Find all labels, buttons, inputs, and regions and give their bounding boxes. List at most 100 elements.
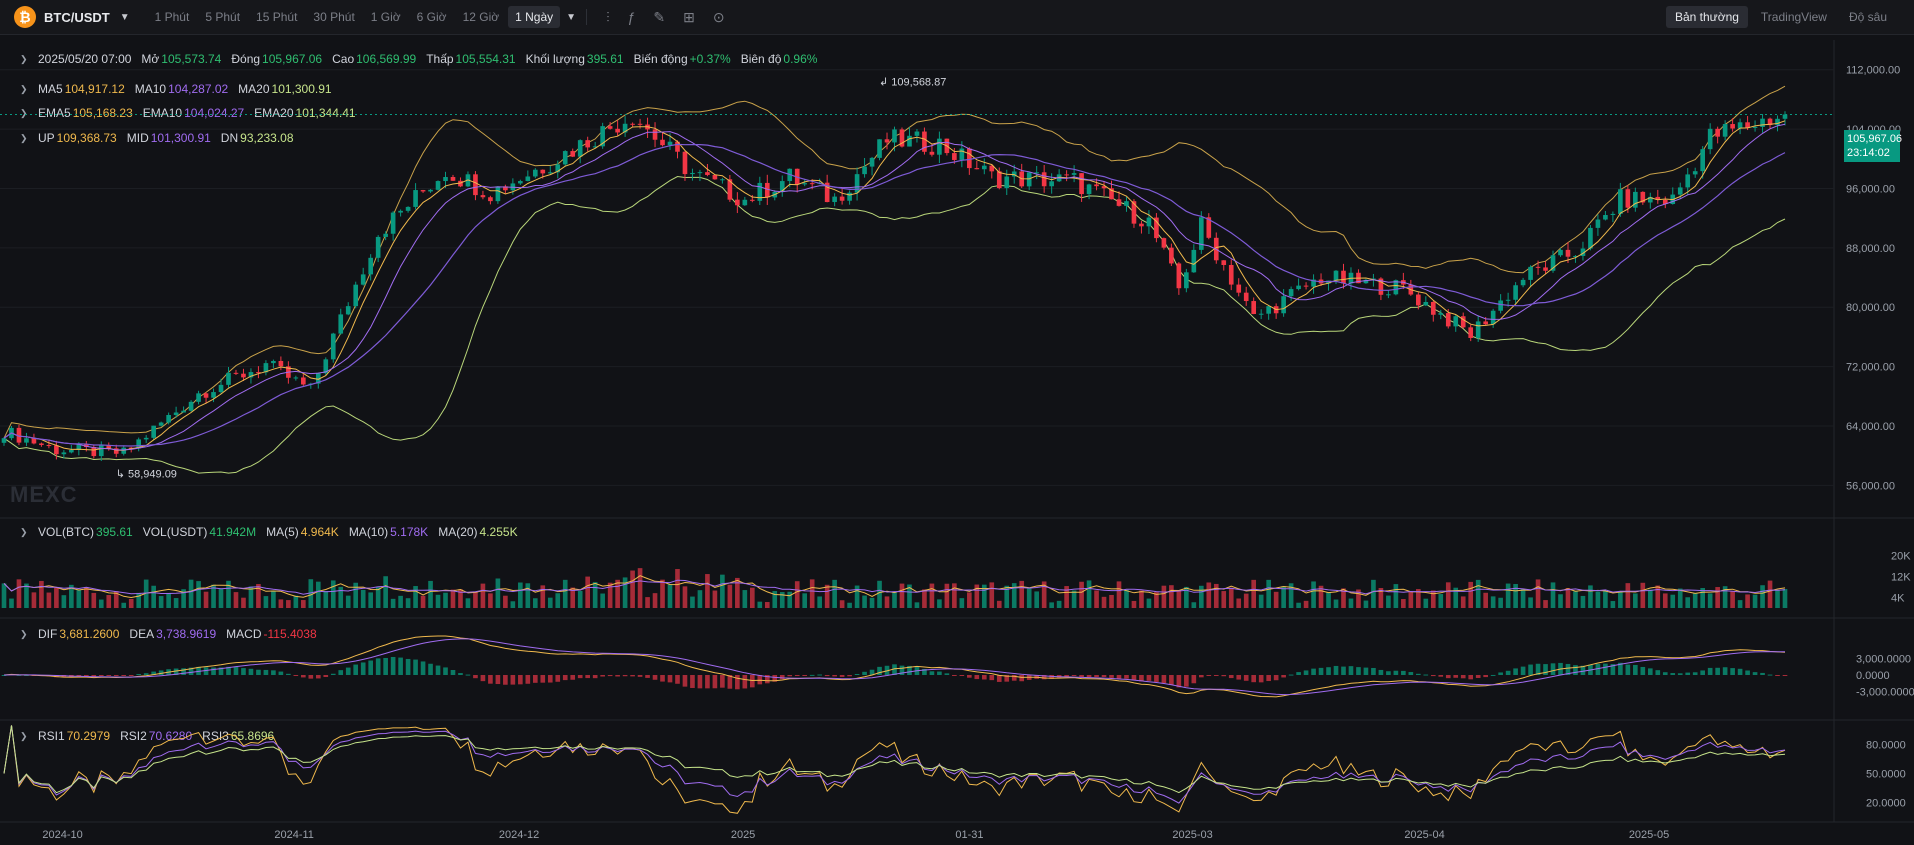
timeframe-option[interactable]: 5 Phút <box>205 10 241 24</box>
volume-bar <box>188 579 194 608</box>
macd-histogram-bar <box>1543 664 1548 675</box>
macd-histogram-bar <box>1109 675 1114 678</box>
volume-bar <box>967 592 972 608</box>
chevron-down-icon[interactable]: ▼ <box>119 11 130 23</box>
volume-bar <box>9 598 14 608</box>
candle-body <box>555 164 561 173</box>
view-option[interactable]: Bản thường <box>1665 6 1748 28</box>
timeframe-option[interactable]: 1 Phút <box>154 10 190 24</box>
layout-icon[interactable]: ⊞ <box>683 8 695 25</box>
macd-histogram-bar <box>959 675 965 676</box>
volume-bar <box>929 583 935 608</box>
volume-bar <box>330 580 336 608</box>
collapse-icon[interactable]: ❯ <box>20 132 28 143</box>
candle-body <box>1468 327 1474 338</box>
close-label: Đóng <box>231 52 261 66</box>
candle-body <box>839 196 845 201</box>
formula-icon[interactable]: ƒ <box>627 9 636 25</box>
volume-bar <box>1490 596 1496 608</box>
macd-histogram-bar <box>1 675 7 676</box>
candle-body <box>203 393 209 398</box>
candle-body <box>854 174 860 193</box>
macd-histogram-bar <box>622 675 628 677</box>
timeframe-option[interactable]: 12 Giờ <box>462 10 500 24</box>
candle-body <box>211 392 216 398</box>
candle-body <box>248 372 254 378</box>
collapse-icon[interactable]: ❯ <box>20 83 28 94</box>
candle-body <box>967 148 972 169</box>
collapse-icon[interactable]: ❯ <box>20 730 28 741</box>
macd-histogram-bar <box>1266 675 1271 682</box>
timeframe-option[interactable]: 15 Phút <box>256 10 298 24</box>
candle-body <box>1595 219 1601 228</box>
view-switcher: Bản thường TradingView Độ sâu <box>1662 6 1896 28</box>
pencil-icon[interactable]: ✎ <box>653 8 666 25</box>
volume-bar <box>1468 581 1474 608</box>
volume-bar <box>652 593 658 608</box>
timeframe-option[interactable]: 30 Phút <box>313 10 355 24</box>
view-option[interactable]: TradingView <box>1760 10 1827 24</box>
volume-bar <box>1213 583 1219 608</box>
volume-bar <box>473 592 478 608</box>
volume-value: 395.61 <box>586 52 624 66</box>
vol-usdt-label: VOL(USDT) <box>142 525 208 539</box>
symbol-selector[interactable]: BTC/USDT <box>44 9 110 25</box>
macd-histogram-bar <box>720 675 725 688</box>
candle-body <box>929 151 935 155</box>
macd-histogram-bar <box>1595 663 1601 675</box>
high-marker-label: ↲ 109,568.87 <box>879 77 946 89</box>
volume-bar <box>308 579 314 608</box>
volume-bar <box>532 598 538 608</box>
camera-icon[interactable]: ⊙ <box>712 8 725 25</box>
macd-dif-line <box>3 635 1786 698</box>
timeframe-option[interactable]: 1 Giờ <box>370 10 401 24</box>
macd-histogram-bar <box>106 675 112 676</box>
btc-coin-icon: ₿ <box>14 6 36 28</box>
candle-body <box>1767 118 1773 126</box>
macd-histogram-bar <box>1782 675 1788 676</box>
collapse-icon[interactable]: ❯ <box>20 107 28 118</box>
volume-bar <box>1056 600 1062 608</box>
candle-body <box>83 444 89 448</box>
candle-body <box>353 284 359 307</box>
volume-bar <box>1371 579 1376 608</box>
macd-histogram-bar <box>1019 675 1025 682</box>
volume-bar <box>1011 583 1017 608</box>
candle-body <box>1715 128 1720 137</box>
view-option[interactable]: Độ sâu <box>1848 10 1887 24</box>
candle-body <box>330 333 336 360</box>
volume-bar <box>1094 590 1099 608</box>
candle-body <box>1655 196 1661 200</box>
macd-histogram-bar <box>600 675 605 677</box>
collapse-icon[interactable]: ❯ <box>20 526 28 537</box>
ma10-label: MA10 <box>134 82 167 96</box>
volume-bar <box>877 580 882 608</box>
ma10-value: 104,287.02 <box>168 82 229 96</box>
macd-histogram-bar <box>1655 670 1661 675</box>
volume-bar <box>390 598 396 608</box>
candle-body <box>495 186 501 202</box>
timeframe-option[interactable]: 1 Ngày <box>508 6 561 28</box>
volume-bar <box>592 582 598 608</box>
timeframe-dropdown-icon[interactable]: ▼ <box>566 11 577 23</box>
time-tick-label: 2024-11 <box>274 829 314 841</box>
macd-histogram-bar <box>1326 667 1331 675</box>
macd-histogram-bar <box>1580 665 1586 675</box>
volume-bar <box>570 587 576 608</box>
macd-histogram-bar <box>473 675 478 679</box>
macd-histogram-bar <box>742 675 748 689</box>
collapse-icon[interactable]: ❯ <box>20 53 28 64</box>
collapse-icon[interactable]: ❯ <box>20 628 28 639</box>
indicator-icon[interactable]: ⫶ <box>606 8 610 25</box>
macd-histogram-bar <box>256 669 261 675</box>
candle-body <box>143 437 149 440</box>
macd-histogram-bar <box>1722 667 1728 675</box>
macd-histogram-bar <box>271 670 276 675</box>
open-value: 105,573.74 <box>161 52 222 66</box>
macd-histogram-bar <box>1124 675 1129 679</box>
macd-histogram-bar <box>301 675 306 678</box>
macd-histogram-bar <box>1273 675 1279 681</box>
candle-body <box>1041 172 1047 187</box>
timeframe-option[interactable]: 6 Giờ <box>416 10 447 24</box>
